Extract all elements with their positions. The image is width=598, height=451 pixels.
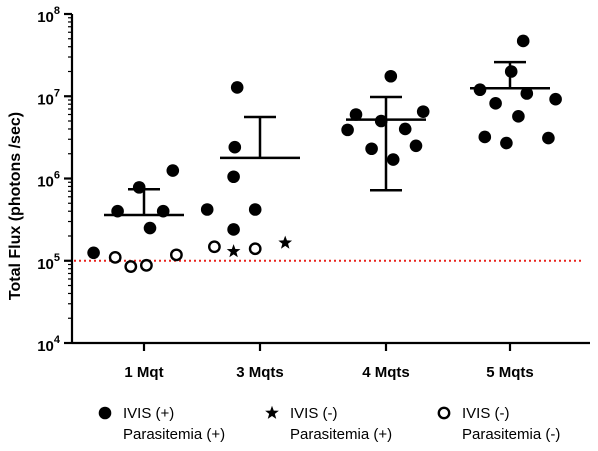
legend-item: IVIS (+) Parasitemia (+) [98,405,225,443]
data-point [207,240,221,254]
data-point [228,140,242,154]
y-tick-label: 106 [37,170,60,191]
data-point [132,181,146,194]
y-tick-base: 10 [37,9,54,26]
data-point [278,235,293,249]
legend-label-line2: Parasitemia (+) [290,426,392,443]
data-point [520,87,534,100]
legend-label-line2: Parasitemia (+) [123,426,225,443]
data-point [111,204,124,218]
data-point [384,69,398,83]
data-point [87,246,100,260]
legend-marker [98,406,112,420]
y-tick-exponent: 4 [54,334,61,346]
y-tick-label: 108 [37,5,60,26]
data-point [227,223,240,236]
data-point [489,97,502,110]
data-point [500,136,513,150]
x-tick-label: 4 Mqts [362,364,410,381]
legend-label-line2: Parasitemia (-) [462,426,560,443]
y-tick-exponent: 7 [54,87,60,99]
y-tick-base: 10 [37,91,54,108]
legend-label-line1: IVIS (+) [123,405,174,422]
y-tick-base: 10 [37,174,54,191]
data-point [230,81,244,94]
data-point [248,242,262,256]
y-tick-base: 10 [37,338,54,355]
legend: IVIS (+) Parasitemia (+) IVIS (-) Parasitem… [98,405,560,443]
data-point [166,164,180,177]
data-point [473,83,487,97]
legend-label-line1: IVIS (-) [462,405,510,422]
data-point [409,139,423,153]
data-point [156,204,170,218]
data-point [226,244,241,258]
x-axis: 1 Mqt 3 Mqts 4 Mqts 5 Mqts [72,341,590,381]
data-point [516,34,530,48]
legend-label-line1: IVIS (-) [290,405,338,422]
y-tick-exponent: 6 [54,170,60,182]
data-point [169,248,183,262]
data-point [227,170,240,184]
legend-marker [437,406,451,420]
data-point [365,142,378,156]
data-point [416,105,430,118]
data-point [542,131,555,145]
y-tick-label: 105 [37,252,60,273]
y-tick-exponent: 5 [54,252,60,264]
data-point [200,203,214,216]
legend-marker [265,405,279,419]
data-point [143,221,157,235]
y-tick-base: 10 [37,256,54,273]
legend-item: IVIS (-) Parasitemia (+) [265,405,392,443]
y-tick-label: 107 [37,87,60,108]
data-point [248,203,262,216]
y-tick-label: 104 [37,334,61,355]
data-point [504,65,518,78]
data-point [549,92,562,106]
data-points [87,34,562,273]
x-tick-label: 1 Mqt [124,364,163,381]
data-point [139,258,153,272]
y-tick-exponent: 8 [54,5,60,17]
data-point [386,153,400,166]
data-point [398,122,412,136]
data-point [341,123,354,137]
data-point [108,250,122,264]
legend-item: IVIS (-) Parasitemia (-) [437,405,560,443]
data-point [349,108,363,121]
y-axis-label: Total Flux (photons /sec) [7,112,24,300]
data-point [124,260,138,273]
x-tick-label: 5 Mqts [486,364,534,381]
data-point [512,110,525,123]
data-point [374,114,388,128]
data-point [478,130,492,144]
x-tick-label: 3 Mqts [236,364,284,381]
